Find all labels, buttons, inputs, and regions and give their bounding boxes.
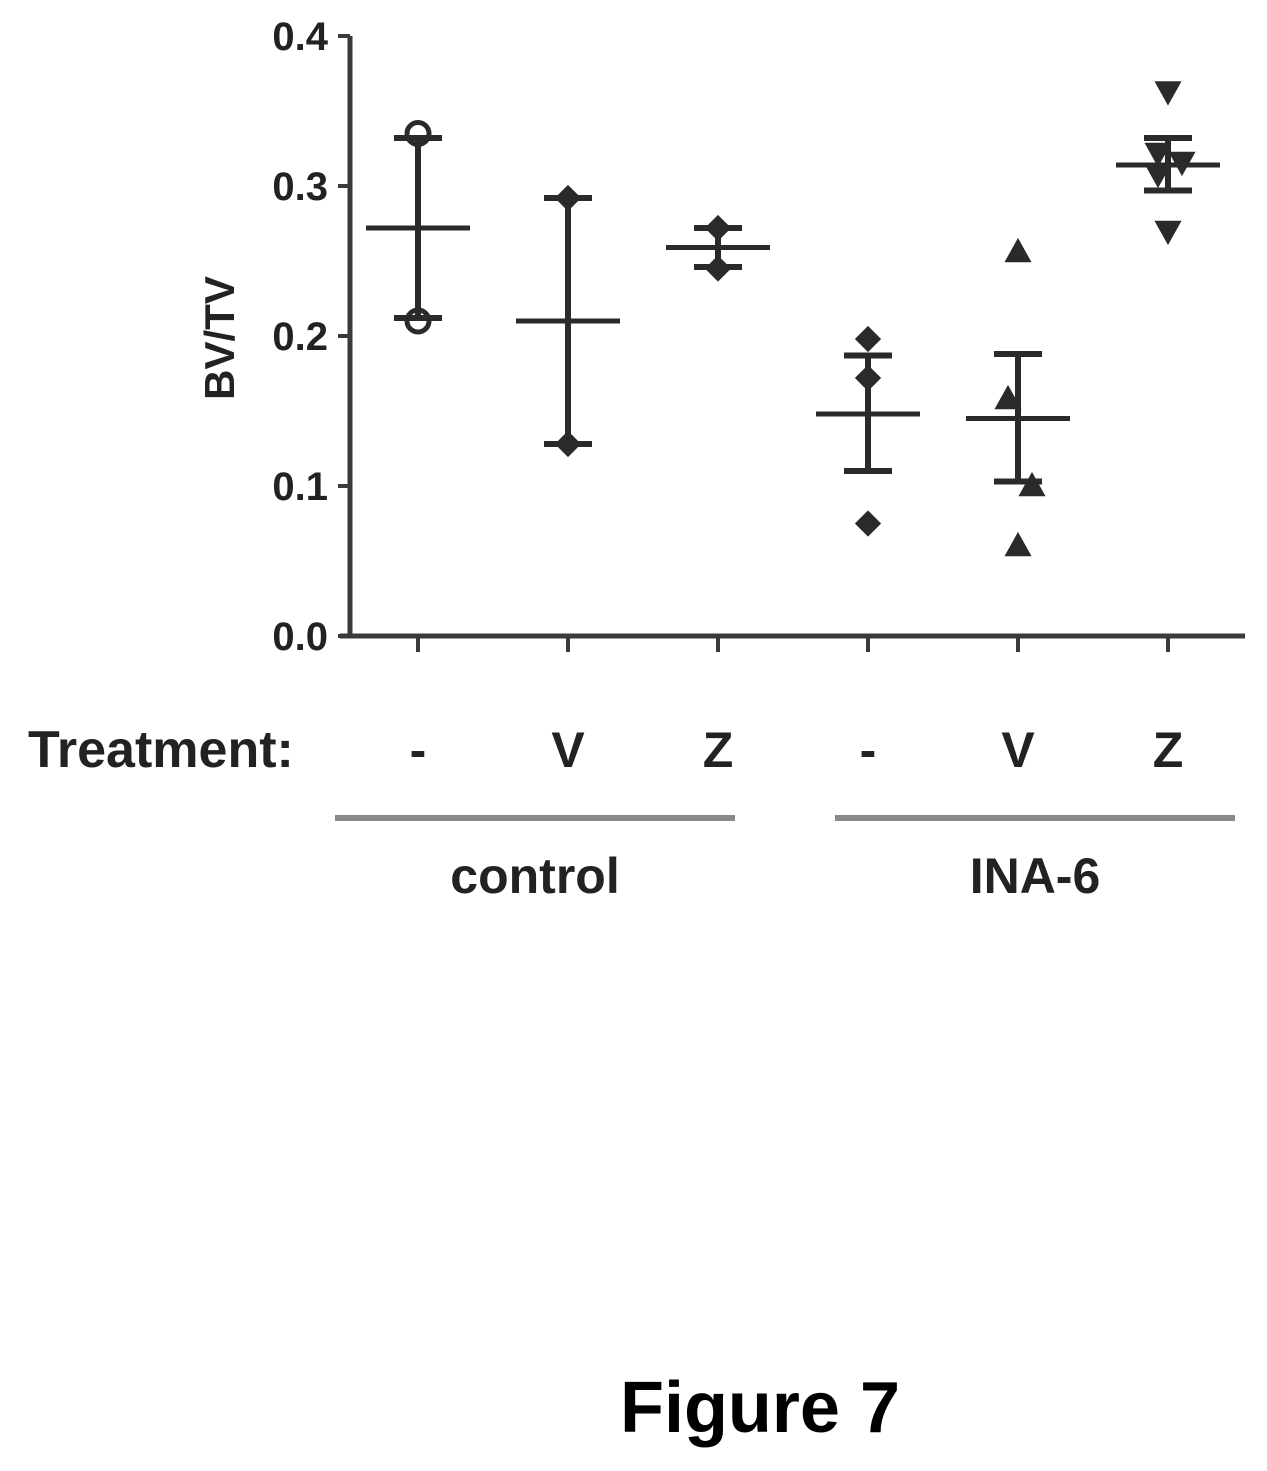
series-layer — [366, 81, 1220, 557]
y-ticks: 0.0 0.1 0.2 0.3 0.4 — [272, 15, 350, 659]
data-point — [854, 510, 882, 537]
y-tick-label: 0.2 — [272, 315, 328, 359]
series-group — [366, 120, 470, 335]
series-group — [816, 325, 920, 537]
group-label: control — [450, 848, 619, 904]
data-point — [1018, 471, 1046, 497]
treatment-label: V — [1001, 722, 1035, 778]
series-group — [666, 214, 770, 282]
treatment-label: V — [551, 722, 585, 778]
data-point — [854, 325, 882, 353]
y-tick-label: 0.0 — [272, 615, 328, 659]
y-tick-label: 0.4 — [272, 15, 328, 59]
y-tick-label: 0.1 — [272, 465, 328, 509]
treatment-label: - — [410, 722, 427, 778]
data-point — [1004, 237, 1032, 263]
figure-caption: Figure 7 — [620, 1368, 900, 1448]
data-point — [1154, 81, 1182, 106]
series-group — [516, 184, 620, 458]
treatment-label: - — [860, 722, 877, 778]
series-group — [966, 237, 1070, 557]
treatment-label: Z — [1153, 722, 1184, 778]
x-ticks — [416, 636, 1170, 652]
data-point — [1004, 531, 1032, 557]
y-tick-label: 0.3 — [272, 165, 328, 209]
treatment-label: Z — [703, 722, 734, 778]
data-point — [994, 384, 1022, 410]
group-label: INA-6 — [970, 848, 1101, 904]
y-axis-title: BV/TV — [196, 276, 243, 400]
series-group — [1116, 81, 1220, 246]
data-point — [1144, 142, 1172, 168]
data-point — [1154, 220, 1182, 246]
group-layer: control INA-6 — [335, 815, 1235, 904]
treatment-row-label: Treatment: — [28, 721, 294, 779]
